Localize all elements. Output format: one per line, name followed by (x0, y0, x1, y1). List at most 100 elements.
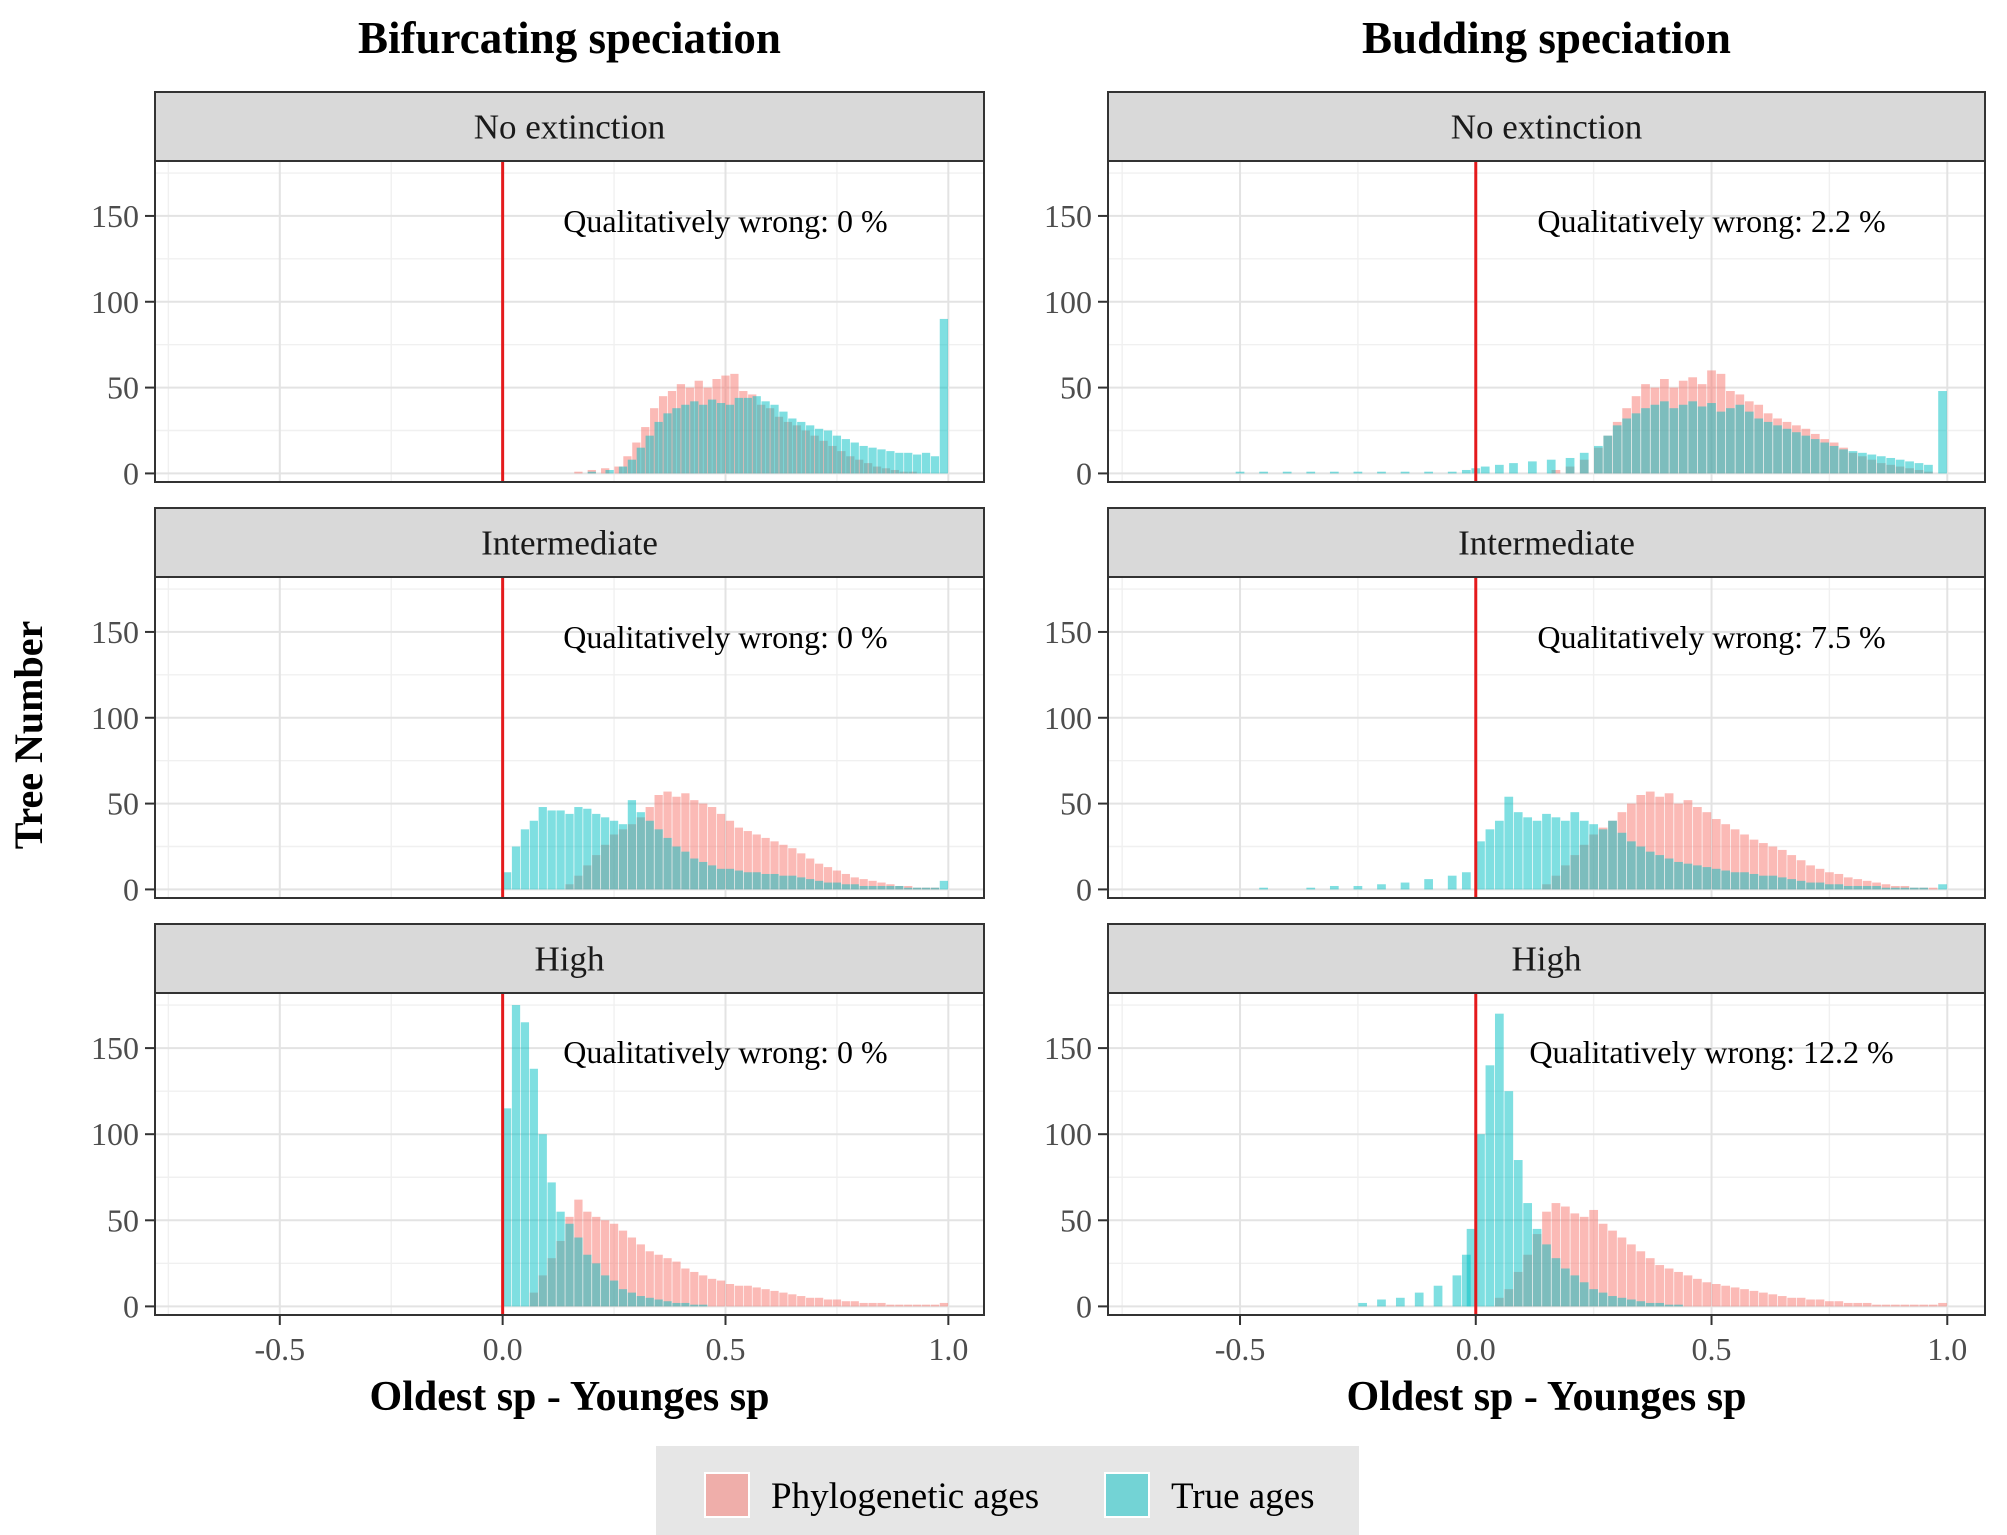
histogram-bar (1768, 875, 1778, 890)
histogram-bar (511, 846, 521, 890)
histogram-bar (1726, 408, 1735, 474)
histogram-bar (743, 831, 752, 890)
histogram-bar (618, 1230, 628, 1307)
histogram-bar (1579, 1282, 1589, 1307)
histogram-bar (645, 1251, 654, 1307)
histogram-bar (1777, 877, 1787, 890)
histogram-bar (1815, 868, 1825, 890)
histogram-bar (645, 820, 654, 890)
histogram-bar (921, 452, 931, 474)
histogram-bar (1730, 872, 1740, 890)
histogram-bar (841, 1301, 850, 1307)
histogram-bar (886, 885, 895, 890)
histogram-bar (877, 1302, 886, 1307)
histogram-bar (877, 449, 886, 474)
histogram-bar (1645, 1302, 1655, 1307)
histogram-bar (810, 435, 819, 474)
histogram-bar (730, 373, 739, 474)
histogram-bar (930, 887, 940, 890)
histogram-bar (712, 379, 721, 474)
histogram-bar (1400, 882, 1410, 890)
histogram-bar (1542, 1244, 1551, 1307)
histogram-bar (703, 387, 712, 474)
x-axis-label: Oldest sp - Younges sp (1347, 1374, 1747, 1420)
histogram-bar (716, 403, 726, 474)
histogram-bar (1721, 824, 1731, 890)
histogram-bar (1631, 413, 1641, 474)
histogram-bar (1683, 800, 1693, 890)
histogram-bar (1424, 879, 1433, 890)
histogram-bar (1664, 1304, 1674, 1307)
x-tick-label: -0.5 (254, 1331, 305, 1367)
histogram-bar (1636, 1301, 1646, 1307)
histogram-bar (1664, 1268, 1674, 1307)
facet-strip (1107, 507, 1986, 578)
histogram-bar (1881, 1304, 1891, 1307)
histogram-bar (904, 1304, 913, 1307)
histogram-bar (1858, 452, 1867, 474)
histogram-bar (1924, 464, 1933, 474)
y-tick-label: 0 (123, 455, 139, 491)
histogram-bar (1461, 872, 1471, 890)
histogram-bar (1560, 820, 1570, 890)
y-tick-label: 0 (1076, 455, 1092, 491)
histogram-bar (779, 1292, 788, 1307)
x-axis-label: Oldest sp - Younges sp (370, 1374, 770, 1420)
histogram-bar (1815, 882, 1825, 890)
histogram-bar (1636, 795, 1646, 890)
histogram-bar (681, 1302, 690, 1307)
histogram-bar (1504, 1091, 1514, 1307)
histogram-bar (1485, 829, 1495, 890)
histogram-bar (699, 803, 708, 890)
histogram-bar (592, 1263, 601, 1307)
y-tick-label: 100 (1044, 700, 1092, 736)
panel-border (154, 576, 985, 899)
histogram-bar (1810, 439, 1820, 474)
histogram-bar (502, 1108, 512, 1307)
histogram-bar (636, 447, 645, 474)
histogram-bar (1669, 408, 1679, 474)
y-tick-label: 0 (123, 1288, 139, 1324)
histogram-bar (556, 810, 565, 890)
histogram-bar (1919, 1304, 1929, 1307)
histogram-bar (1905, 461, 1914, 474)
histogram-bar (921, 1304, 931, 1307)
histogram-bar (881, 468, 891, 474)
histogram-bar (1598, 1292, 1608, 1307)
series-phylogenetic-ages (574, 373, 917, 474)
histogram-bar (1881, 884, 1891, 890)
histogram-bar (1461, 469, 1471, 474)
histogram-bar (574, 1237, 583, 1307)
histogram-bar (708, 865, 717, 890)
histogram-bar (672, 1261, 681, 1307)
histogram-bar (1806, 865, 1815, 890)
histogram-bar (939, 318, 949, 474)
y-tick-label: 150 (1044, 198, 1092, 234)
histogram-bar (1891, 887, 1900, 890)
facet-strip (154, 507, 985, 578)
histogram-bar (806, 858, 815, 890)
panel-border (154, 160, 985, 483)
histogram-bar (1617, 832, 1627, 890)
histogram-bar (592, 1216, 601, 1307)
histogram-bar (770, 404, 779, 474)
histogram-bar (614, 466, 623, 474)
histogram-bar (779, 875, 788, 890)
histogram-bar (1589, 1289, 1599, 1307)
histogram-bar (1645, 791, 1655, 890)
histogram-bar (1693, 865, 1702, 890)
histogram-bar (663, 1301, 672, 1307)
histogram-bar (1759, 843, 1768, 890)
histogram-bar (797, 1296, 806, 1307)
histogram-bar (1740, 1289, 1749, 1307)
histogram-bar (1763, 421, 1773, 474)
histogram-bar (574, 807, 583, 890)
histogram-bar (1551, 1258, 1561, 1307)
histogram-bar (529, 1068, 538, 1307)
histogram-bar (1655, 1302, 1665, 1307)
histogram-bar (1655, 1265, 1665, 1307)
histogram-bar (654, 1254, 663, 1307)
histogram-bar (734, 397, 743, 474)
histogram-bar (761, 1289, 770, 1307)
histogram-bar (672, 408, 681, 474)
